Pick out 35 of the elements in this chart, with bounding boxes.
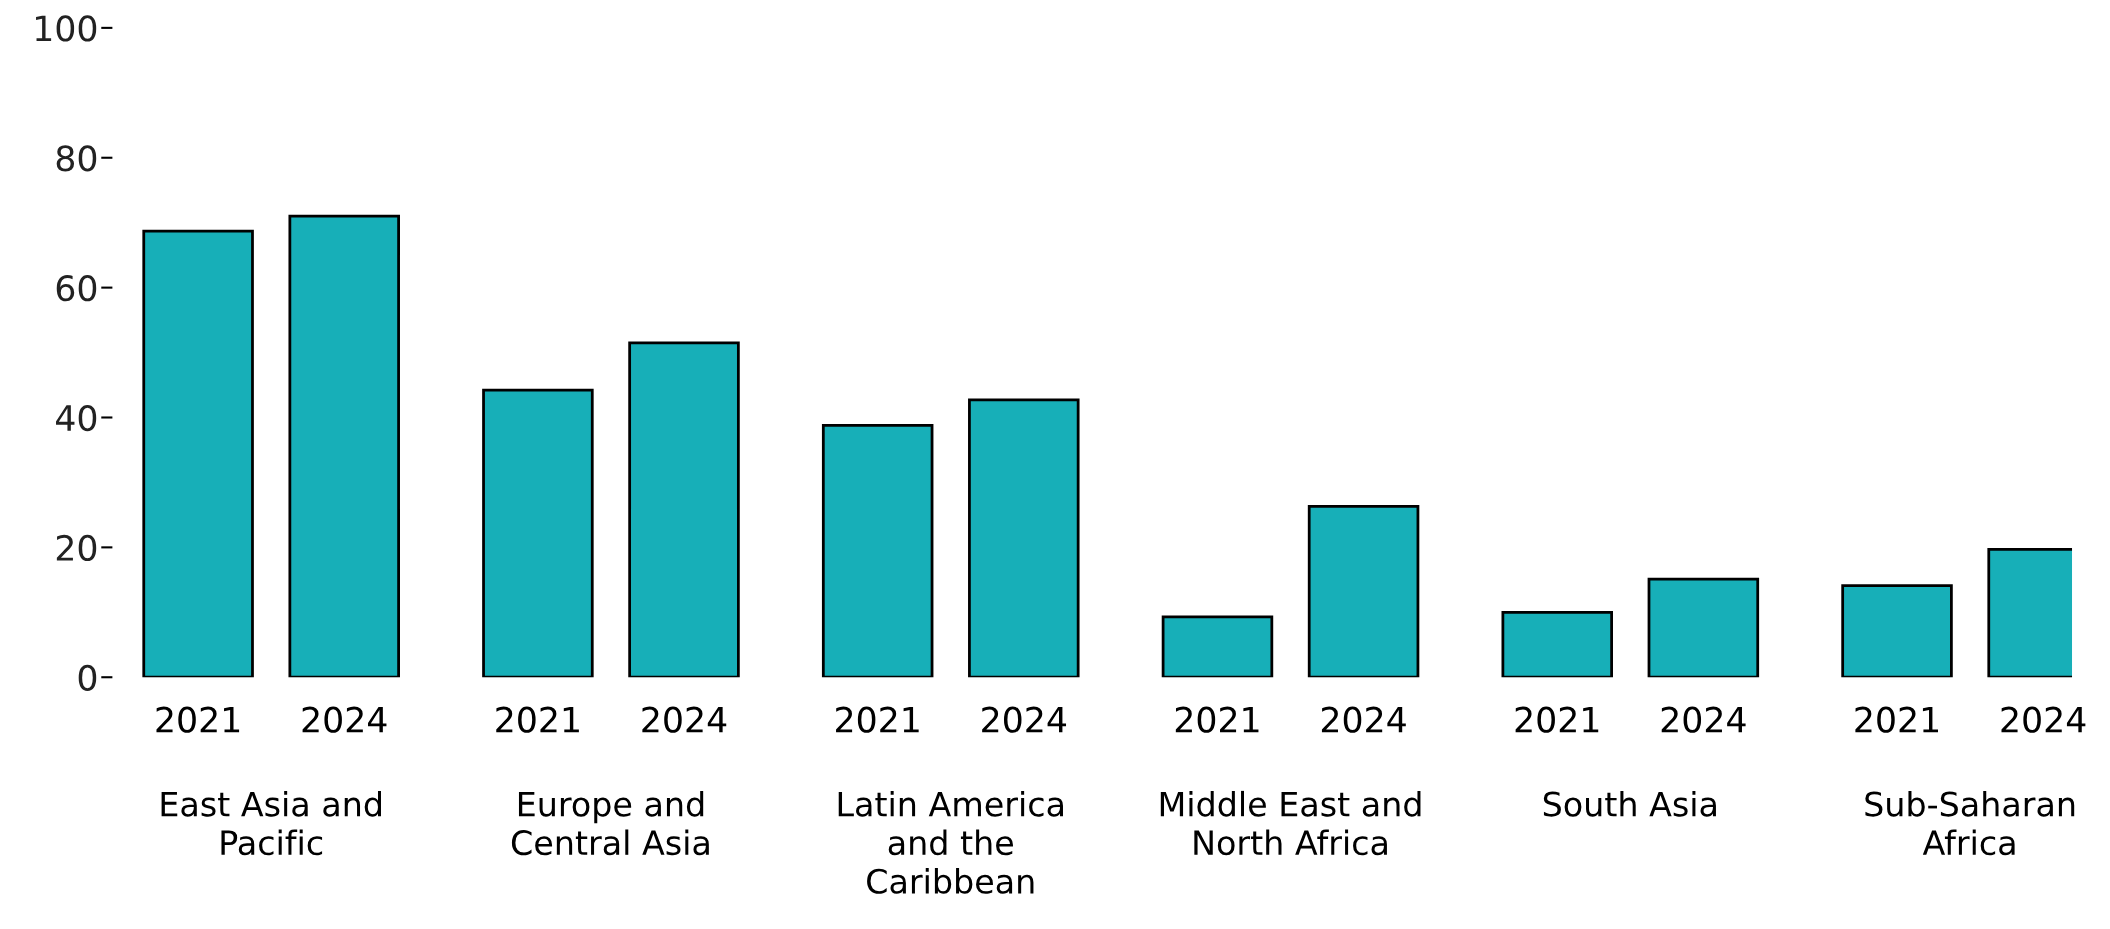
y-tick-label: 40: [56, 404, 97, 432]
bar: [482, 388, 594, 678]
bar: [142, 229, 254, 678]
text: 2024: [982, 706, 1067, 733]
y-tick-label: 0: [78, 664, 97, 691]
y-tick-label: 60: [56, 275, 97, 302]
x-tick-label: East Asia and Pacific: [161, 790, 381, 856]
text: 2024: [2001, 706, 2086, 733]
bar: [1647, 577, 1760, 678]
text: 2021: [1855, 706, 1939, 733]
y-tick-label: 80: [56, 145, 97, 172]
bar: [1307, 505, 1420, 678]
text: 2024: [1321, 706, 1406, 733]
text: 2021: [1515, 706, 1599, 733]
x-tick-label: Middle East and North Africa: [1160, 790, 1421, 856]
text: 2021: [1175, 706, 1259, 733]
x-tick-label: Sub-Saharan Africa: [1865, 790, 2075, 856]
text: 2021: [836, 706, 919, 733]
x-tick-label: Europe and Central Asia: [511, 790, 709, 856]
bar: [968, 398, 1080, 678]
bar: [1841, 584, 1953, 678]
text: 2024: [1661, 706, 1746, 733]
bar: [1161, 615, 1274, 678]
bar: [628, 341, 740, 678]
text: 2021: [496, 706, 579, 733]
series-label: 2021: [156, 706, 240, 733]
x-tick-label: Latin America and the Caribbean: [838, 790, 1063, 894]
y-tick-label: 100: [36, 15, 97, 42]
bar: [1501, 610, 1613, 678]
series-label: 2024: [302, 706, 387, 733]
text: 2024: [642, 706, 727, 733]
bar: [821, 423, 934, 678]
y-tick-label: 20: [56, 534, 97, 562]
x-tick-label: South Asia: [1543, 790, 1716, 817]
bar: [288, 214, 400, 678]
